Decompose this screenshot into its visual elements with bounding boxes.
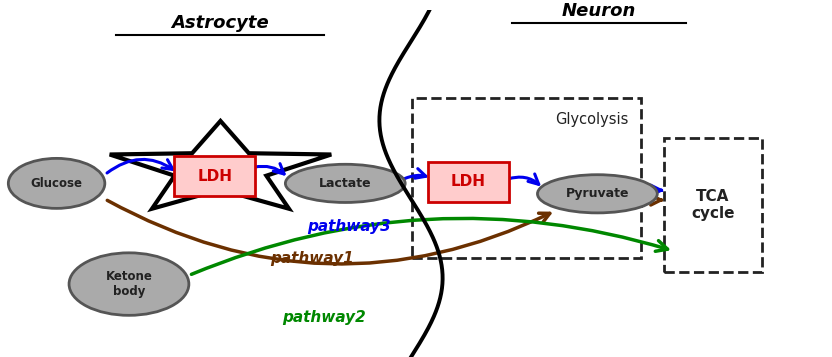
Text: Glucose: Glucose [31,177,82,190]
Ellipse shape [285,164,405,202]
Ellipse shape [537,175,657,213]
Text: Neuron: Neuron [562,2,636,20]
Ellipse shape [69,253,189,315]
Text: pathway3: pathway3 [308,219,391,234]
Text: Ketone
body: Ketone body [106,270,152,298]
Text: pathway2: pathway2 [283,310,366,325]
Ellipse shape [8,159,105,208]
Text: Astrocyte: Astrocyte [171,14,270,32]
FancyBboxPatch shape [174,156,255,196]
Polygon shape [110,121,331,209]
Text: LDH: LDH [451,174,486,189]
FancyBboxPatch shape [428,162,509,202]
Text: pathway1: pathway1 [270,251,354,266]
Text: Glycolysis: Glycolysis [555,112,628,127]
Text: Pyruvate: Pyruvate [566,187,629,200]
Text: Lactate: Lactate [319,177,372,190]
Text: LDH: LDH [197,169,232,184]
Text: TCA
cycle: TCA cycle [691,189,735,221]
